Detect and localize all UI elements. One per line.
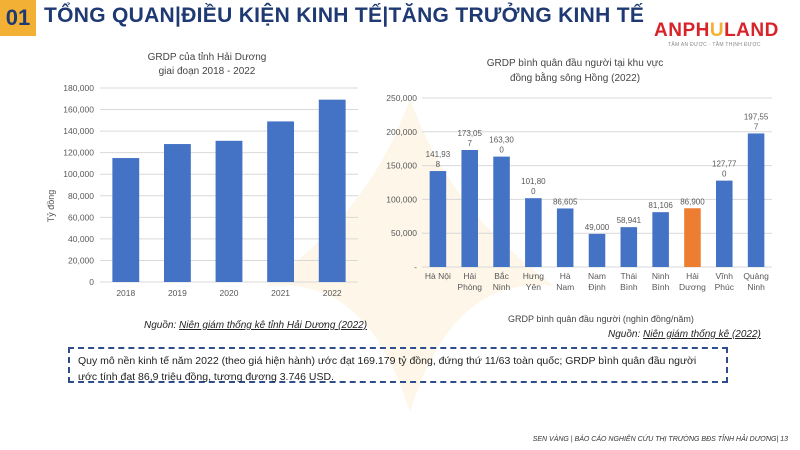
page-footer: SEN VÀNG | BÁO CÁO NGHIÊN CỨU THỊ TRƯỜNG… bbox=[532, 436, 788, 443]
chart2-ytick: 50,000 bbox=[391, 228, 417, 238]
chart1-ytick: 80,000 bbox=[68, 191, 94, 201]
chart2-bar bbox=[684, 208, 701, 267]
source-right-link[interactable]: Niên giám thống kê (2022) bbox=[643, 329, 761, 340]
chart2-xtick: Ninh bbox=[652, 271, 670, 281]
chart1-bar bbox=[112, 158, 140, 282]
chart2-data-label: 141,93 bbox=[426, 150, 451, 159]
chart2-data-label: 8 bbox=[436, 160, 441, 169]
chart2-xtick: Hưng bbox=[523, 271, 545, 281]
chart1-xtick: 2021 bbox=[271, 288, 290, 298]
logo-wordmark: ANPHULAND bbox=[654, 20, 779, 41]
chart2-data-label: 197,55 bbox=[744, 112, 769, 121]
chart2-xtick: Yên bbox=[526, 282, 541, 292]
grdp-per-capita-chart: GRDP bình quân đầu người tại khu vực đồn… bbox=[386, 57, 772, 324]
summary-note: Quy mô nền kinh tế năm 2022 (theo giá hi… bbox=[68, 347, 728, 383]
chart2-bar bbox=[525, 198, 542, 267]
chart2-bar bbox=[461, 150, 478, 267]
chart2-ytick: 200,000 bbox=[386, 127, 417, 137]
chart1-ytick: 0 bbox=[89, 277, 94, 287]
chart2-xlabel: GRDP bình quân đầu người (nghìn đồng/năm… bbox=[508, 314, 694, 324]
chart2-xtick: Ninh bbox=[747, 282, 765, 292]
chart2-xtick: Vĩnh bbox=[716, 271, 734, 281]
chart2-xtick: Bình bbox=[620, 282, 638, 292]
chart2-xtick: Ninh bbox=[493, 282, 511, 292]
chart2-data-label: 7 bbox=[754, 122, 759, 131]
chart2-xtick: Hà Nội bbox=[425, 271, 451, 281]
chart2-data-label: 7 bbox=[468, 139, 473, 148]
chart2-ytick: 100,000 bbox=[386, 194, 417, 204]
chart2-xtick: Dương bbox=[679, 282, 706, 292]
chart1-ylabel: Tỷ đồng bbox=[46, 190, 56, 223]
chart1-bar bbox=[215, 140, 243, 282]
chart2-xtick: Bắc bbox=[494, 271, 509, 281]
chart2-bar bbox=[556, 208, 574, 267]
grdp-chart: GRDP của tỉnh Hải Dương giai đoạn 2018 -… bbox=[46, 51, 358, 298]
chart2-xtick: Hải bbox=[463, 271, 476, 281]
chart2-data-label: 127,77 bbox=[712, 160, 737, 169]
chart2-data-label: 0 bbox=[722, 170, 727, 179]
chart2-ytick: 250,000 bbox=[386, 93, 417, 103]
chart2-ytick: - bbox=[414, 262, 417, 272]
chart2-xtick: Nam bbox=[588, 271, 606, 281]
source-left: Nguồn: Niên giám thống kê tỉnh Hải Dương… bbox=[144, 320, 368, 331]
chart1-ytick: 100,000 bbox=[63, 169, 94, 179]
source-right: Nguồn: Niên giám thống kê (2022) bbox=[608, 329, 761, 340]
chart1-xtick: 2018 bbox=[116, 288, 135, 298]
chart2-data-label: 0 bbox=[499, 146, 504, 155]
chart2-data-label: 163,30 bbox=[489, 136, 514, 145]
chart2-xtick: Hải bbox=[686, 271, 699, 281]
chart1-ytick: 40,000 bbox=[68, 234, 94, 244]
chart2-data-label: 49,000 bbox=[585, 223, 610, 232]
chart1-xtick: 2019 bbox=[168, 288, 187, 298]
chart2-bar bbox=[716, 180, 733, 267]
chart2-bar bbox=[747, 133, 765, 267]
watermark-logo bbox=[266, 98, 554, 413]
chart2-data-label: 86,900 bbox=[680, 197, 705, 206]
chart2-title: GRDP bình quân đầu người tại khu vực bbox=[487, 57, 664, 69]
chart2-xtick: Phúc bbox=[715, 282, 735, 292]
page-title: TỔNG QUAN|ĐIỀU KIỆN KINH TẾ|TĂNG TRƯỞNG … bbox=[44, 4, 645, 27]
chart2-data-label: 173,05 bbox=[457, 129, 482, 138]
source-left-link[interactable]: Niên giám thống kê tỉnh Hải Dương (2022) bbox=[179, 320, 368, 331]
chart2-data-label: 86,605 bbox=[553, 197, 578, 206]
chart2-bar bbox=[620, 227, 638, 267]
chart1-ytick: 140,000 bbox=[63, 126, 94, 136]
chart2-xtick: Định bbox=[588, 282, 606, 292]
chart2-xtick: Quảng bbox=[743, 271, 769, 281]
chart2-bar bbox=[652, 212, 669, 267]
chart2-xtick: Phòng bbox=[457, 282, 482, 292]
chart1-ytick: 120,000 bbox=[63, 148, 94, 158]
logo-tagline: TÂM AN ĐƯỢC · TẦM THỊNH ĐƯỢC bbox=[668, 42, 761, 48]
chart1-xtick: 2022 bbox=[323, 288, 342, 298]
chart2-xtick: Nam bbox=[556, 282, 574, 292]
chart2-data-label: 0 bbox=[531, 187, 536, 196]
chart1-bar bbox=[318, 99, 346, 282]
chart2-data-label: 81,106 bbox=[648, 201, 673, 210]
chart2-bar bbox=[429, 171, 447, 267]
chart2-xtick: Hà bbox=[560, 271, 571, 281]
chart1-bar bbox=[267, 121, 295, 283]
chart1-ytick: 20,000 bbox=[68, 255, 94, 265]
chart2-bar bbox=[493, 156, 510, 267]
chart1-ytick: 180,000 bbox=[63, 83, 94, 93]
section-number: 01 bbox=[0, 0, 36, 36]
chart1-ytick: 160,000 bbox=[63, 105, 94, 115]
chart1-subtitle: giai đoạn 2018 - 2022 bbox=[159, 66, 256, 77]
chart2-data-label: 101,80 bbox=[521, 177, 546, 186]
chart2-bar bbox=[588, 233, 606, 267]
chart1-xtick: 2020 bbox=[220, 288, 239, 298]
chart2-xtick: Bình bbox=[652, 282, 670, 292]
chart2-data-label: 58,941 bbox=[617, 216, 642, 225]
chart2-ytick: 150,000 bbox=[386, 161, 417, 171]
chart1-title: GRDP của tỉnh Hải Dương bbox=[148, 51, 267, 63]
chart1-ytick: 60,000 bbox=[68, 212, 94, 222]
brand-logo: ANPHULAND TÂM AN ĐƯỢC · TẦM THỊNH ĐƯỢC bbox=[654, 20, 784, 50]
chart2-xtick: Thái bbox=[621, 271, 638, 281]
chart2-subtitle: đồng bằng sông Hồng (2022) bbox=[510, 71, 640, 84]
chart1-bar bbox=[163, 144, 191, 282]
